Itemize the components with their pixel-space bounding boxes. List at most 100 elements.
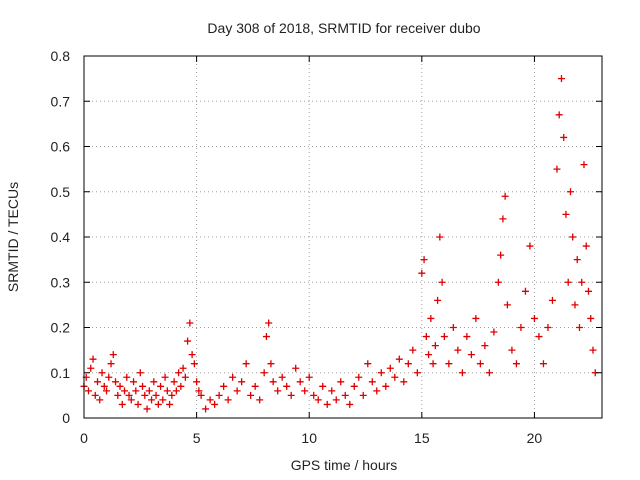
data-point — [143, 405, 151, 413]
data-point — [278, 373, 286, 381]
data-point — [364, 360, 372, 368]
data-point — [161, 373, 169, 381]
data-point — [530, 314, 538, 322]
data-point — [560, 133, 568, 141]
data-point — [350, 382, 358, 390]
data-point — [224, 396, 232, 404]
data-point — [440, 333, 448, 341]
data-point — [274, 387, 282, 395]
x-tick-label: 15 — [414, 430, 430, 446]
data-point — [184, 337, 192, 345]
data-point — [132, 387, 140, 395]
data-point — [202, 405, 210, 413]
data-point — [494, 278, 502, 286]
data-point — [566, 188, 574, 196]
data-point — [220, 382, 228, 390]
data-point — [186, 319, 194, 327]
data-point — [571, 301, 579, 309]
data-point — [562, 210, 570, 218]
data-point — [368, 378, 376, 386]
axis-ticks — [83, 55, 602, 419]
data-point — [211, 400, 219, 408]
data-point — [238, 378, 246, 386]
data-point — [139, 382, 147, 390]
data-point — [481, 342, 489, 350]
data-point — [157, 382, 165, 390]
data-point — [501, 192, 509, 200]
data-point — [409, 346, 417, 354]
data-point — [580, 161, 588, 169]
data-point — [472, 314, 480, 322]
data-point — [431, 342, 439, 350]
data-point — [103, 387, 111, 395]
data-point — [386, 364, 394, 372]
data-point — [262, 333, 270, 341]
data-point — [247, 391, 255, 399]
data-point — [130, 378, 138, 386]
data-point — [150, 378, 158, 386]
data-point — [177, 382, 185, 390]
x-tick-label: 20 — [527, 430, 543, 446]
data-point — [296, 378, 304, 386]
data-point — [118, 400, 126, 408]
data-point — [148, 396, 156, 404]
data-point — [413, 369, 421, 377]
data-point — [497, 251, 505, 259]
data-point — [168, 391, 176, 399]
data-point — [123, 373, 131, 381]
data-point — [539, 360, 547, 368]
data-point — [582, 242, 590, 250]
data-point — [89, 355, 97, 363]
data-point — [114, 391, 122, 399]
data-point — [420, 256, 428, 264]
data-point — [166, 400, 174, 408]
data-point — [526, 242, 534, 250]
data-point — [269, 378, 277, 386]
data-point — [91, 391, 99, 399]
data-point — [287, 391, 295, 399]
data-point — [323, 400, 331, 408]
data-point — [188, 351, 196, 359]
x-axis-title: GPS time / hours — [291, 457, 398, 473]
data-point — [328, 387, 336, 395]
y-tick-label: 0 — [62, 410, 70, 426]
data-point — [125, 391, 133, 399]
data-point — [87, 364, 95, 372]
data-point — [555, 111, 563, 119]
data-point — [569, 233, 577, 241]
data-point — [355, 373, 363, 381]
data-point — [305, 373, 313, 381]
data-point — [163, 387, 171, 395]
data-point — [476, 360, 484, 368]
data-point — [107, 360, 115, 368]
data-point — [136, 369, 144, 377]
data-point — [105, 373, 113, 381]
y-tick-label: 0.8 — [51, 48, 71, 64]
chart-title: Day 308 of 2018, SRMTID for receiver dub… — [207, 20, 480, 36]
data-point — [578, 278, 586, 286]
data-point — [422, 333, 430, 341]
data-point — [172, 387, 180, 395]
x-tick-label: 10 — [301, 430, 317, 446]
tick-labels: 0 5 10 15 20 0 0.1 0.2 0.3 0.4 0.5 0.6 0.7 0.8 — [51, 48, 543, 446]
data-point — [427, 314, 435, 322]
data-point — [314, 396, 322, 404]
data-point — [283, 382, 291, 390]
data-point — [429, 360, 437, 368]
data-point — [154, 400, 162, 408]
data-point — [377, 369, 385, 377]
data-point — [535, 333, 543, 341]
data-point — [256, 396, 264, 404]
data-point — [265, 319, 273, 327]
data-point — [181, 373, 189, 381]
data-point — [449, 324, 457, 331]
data-point — [251, 382, 259, 390]
data-point — [121, 387, 129, 395]
data-point — [418, 269, 426, 277]
data-point — [301, 387, 309, 395]
data-point — [94, 378, 102, 386]
data-point — [512, 360, 520, 368]
data-point — [557, 75, 565, 83]
y-axis-title: SRMTID / TECUs — [5, 182, 21, 292]
